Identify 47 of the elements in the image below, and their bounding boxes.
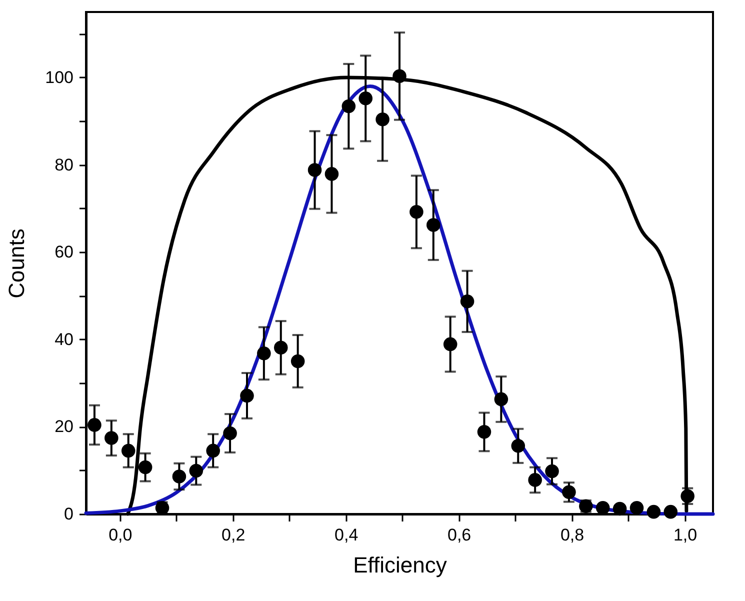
point [545,464,559,478]
y-tick-label: 60 [54,242,74,262]
y-tick-label: 80 [54,155,74,174]
point [494,392,508,406]
point [612,502,627,516]
x-tick-label: 0,2 [222,526,246,544]
x-tick-label: 0,4 [334,526,358,544]
point [443,337,458,352]
point [104,431,118,445]
y-tick-label: 100 [45,68,74,87]
point [477,425,492,439]
point [308,163,322,177]
point [324,167,339,181]
y-axis-title: Counts [4,228,30,298]
point [138,460,152,474]
point [223,426,237,440]
point [358,92,372,106]
point [206,444,220,458]
point [664,504,678,519]
point [426,218,440,232]
point [460,294,474,308]
point [392,69,406,84]
x-tick-label: 0,0 [108,526,132,544]
point [410,205,424,219]
point [172,470,186,484]
x-tick-label: 0,8 [560,526,584,544]
point [511,439,526,453]
x-tick-label: 1,0 [673,526,698,544]
point [376,112,390,126]
point [646,504,661,519]
x-axis-title: Efficiency [353,552,447,578]
point [121,444,136,458]
point [290,354,305,368]
point [528,473,542,487]
point [630,501,644,515]
y-tick-label: 40 [54,330,74,349]
point [88,418,102,432]
point [274,340,288,355]
x-tick-label: 0,6 [447,526,472,544]
point [562,485,576,500]
point [257,346,271,360]
point [342,99,356,114]
point [240,388,254,403]
y-tick-label: 0 [64,504,74,524]
point [596,501,610,515]
point [189,464,204,478]
y-tick-label: 20 [54,417,74,436]
